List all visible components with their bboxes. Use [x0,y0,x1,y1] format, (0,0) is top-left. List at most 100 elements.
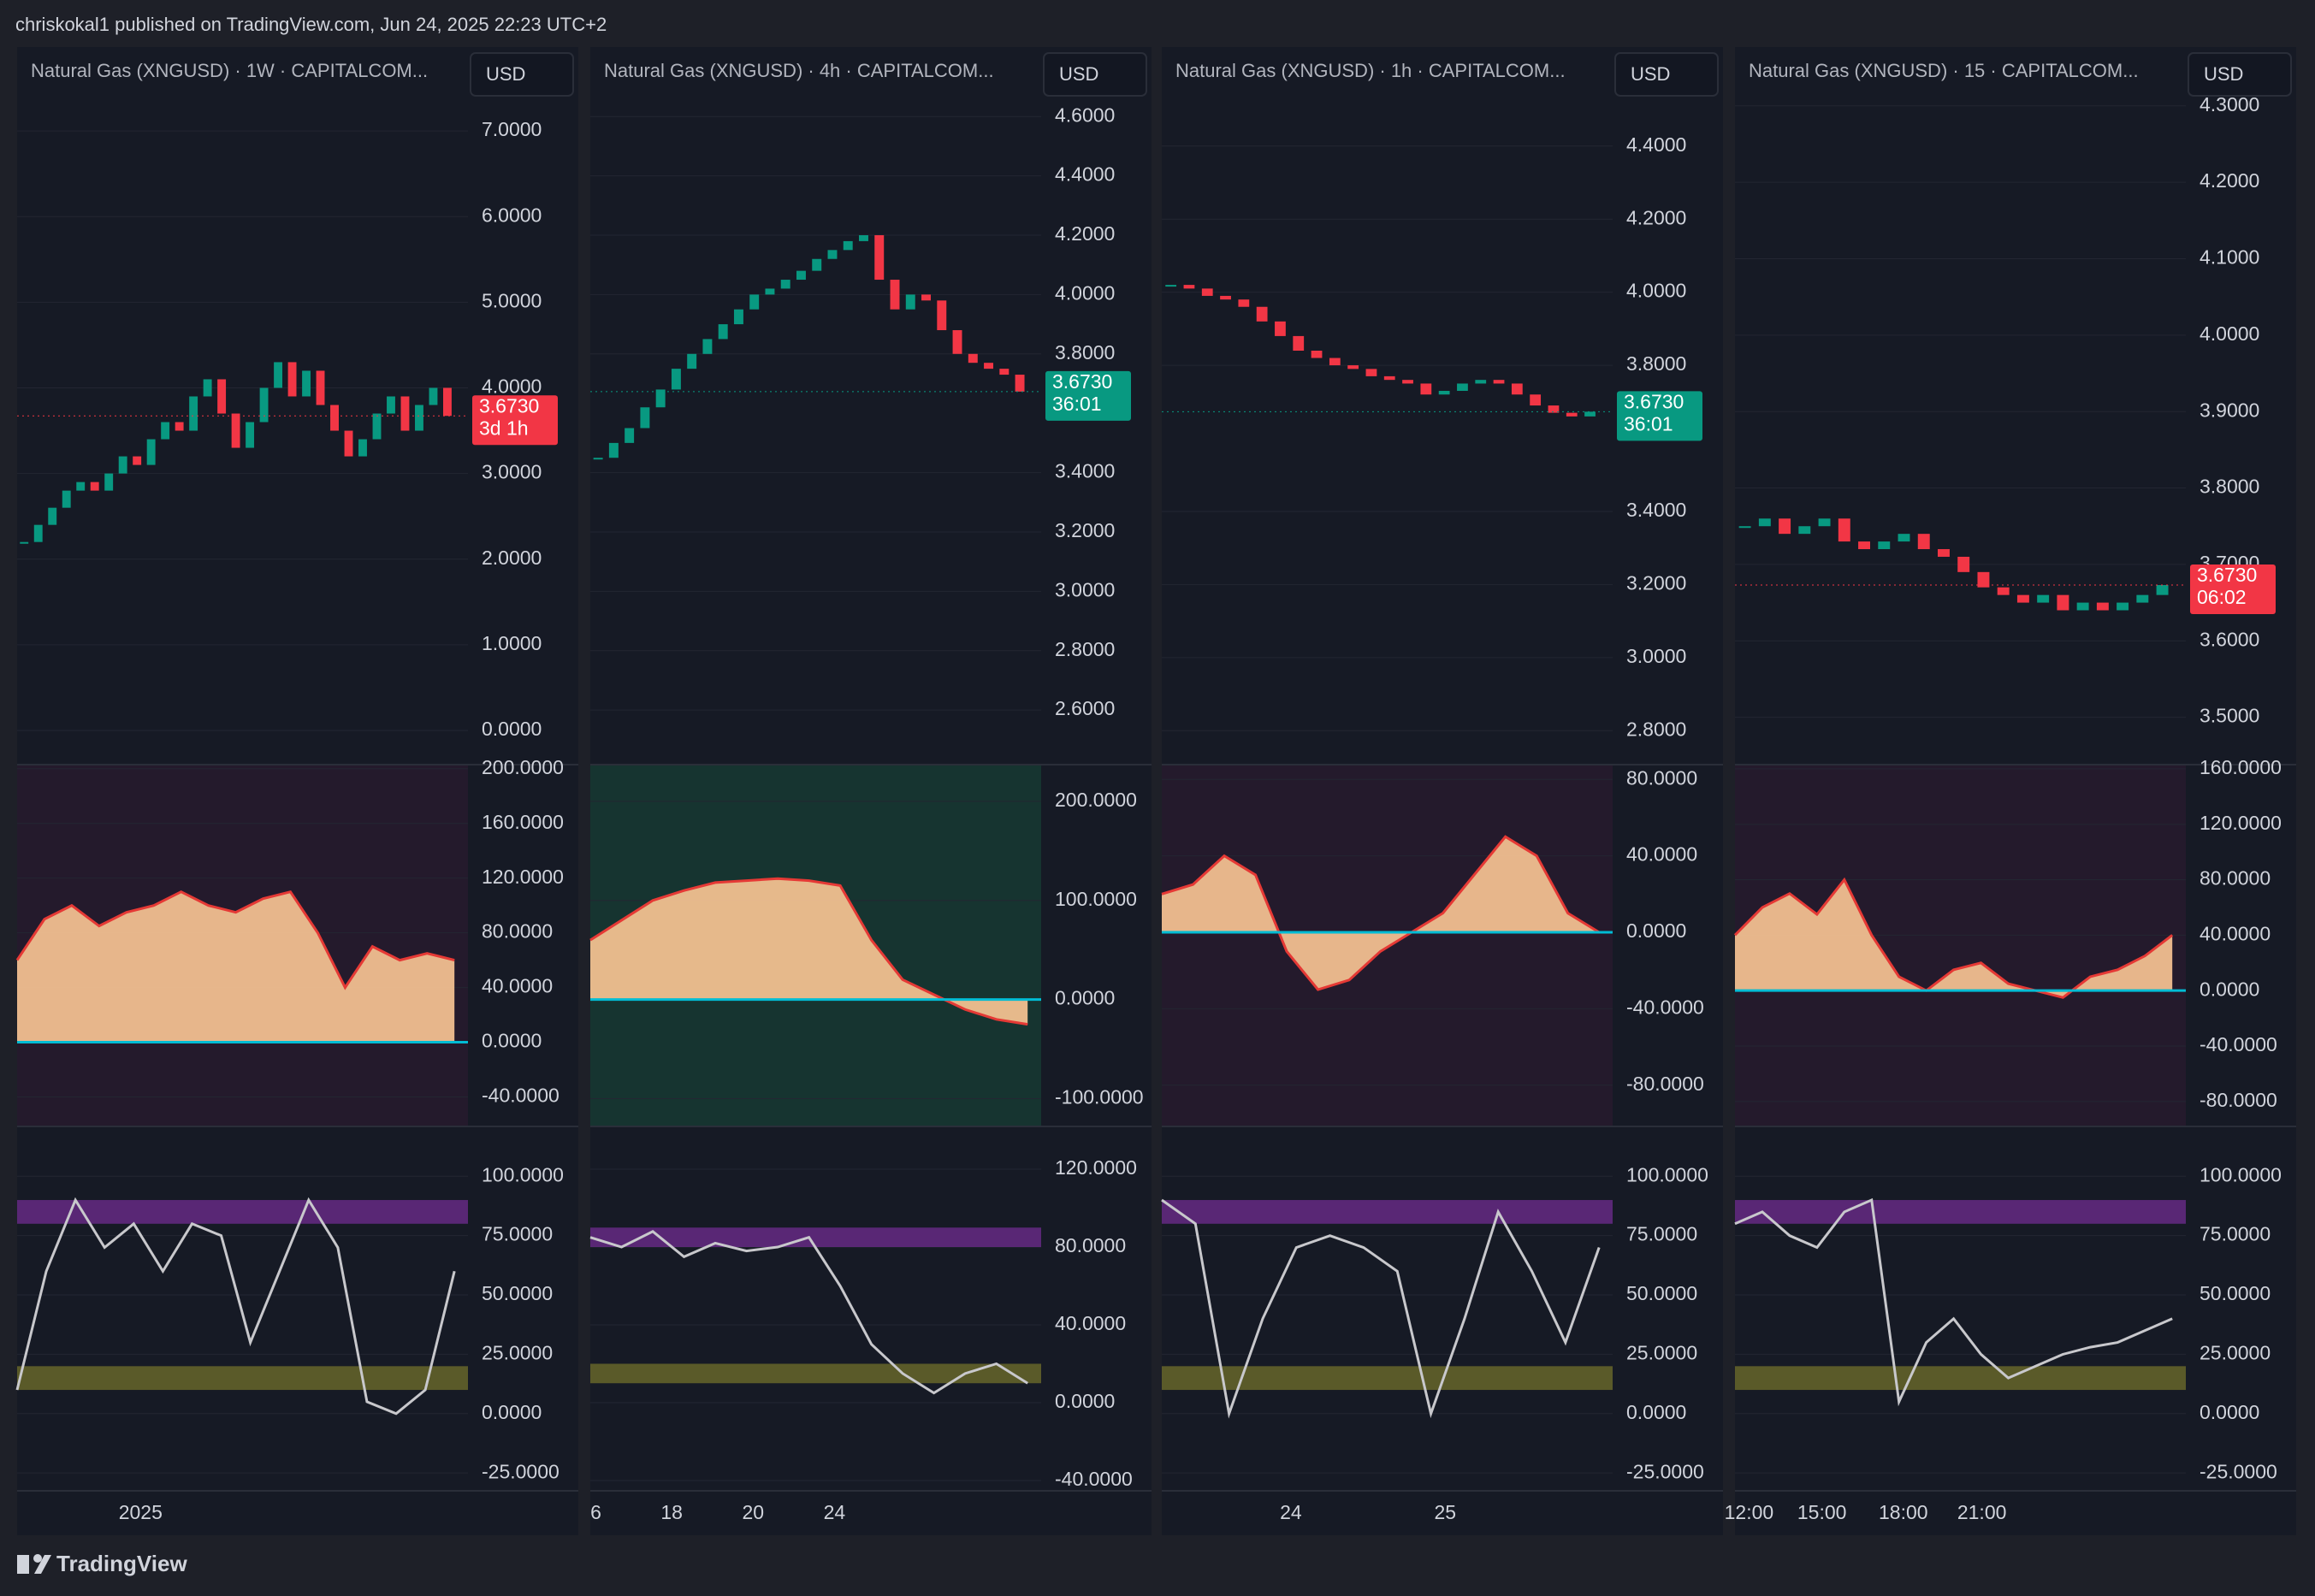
chart-panel: 4.4000 4.2000 4.0000 3.8000 3.4000 3.2000 3.00… [1161,47,1723,1535]
candle [593,458,603,460]
candle [274,362,283,388]
oversold-band [1735,1366,2186,1391]
candle [302,370,311,397]
candle [984,363,994,369]
y-tick-label: 80.0000 [482,920,553,943]
candle [2136,594,2149,603]
candle [874,234,885,281]
candle [1548,405,1560,413]
y-tick-label: -25.0000 [1626,1460,1704,1482]
currency-label: USD [2204,63,2243,85]
oversold-band [1162,1366,1613,1391]
y-tick-label: 2.8000 [1055,638,1115,660]
y-tick-label: -25.0000 [482,1460,560,1482]
y-tick-label: 6.0000 [482,204,542,226]
candle [62,490,71,508]
time-label: 25 [1434,1501,1456,1523]
candle [20,541,29,544]
candle [1938,549,1950,557]
candle [387,396,395,414]
candle [2076,602,2089,611]
osc-line [589,877,1028,1026]
y-tick-label: 80.0000 [1055,1234,1126,1256]
y-tick-label: 120.0000 [1055,1156,1137,1179]
y-tick-label: 3.2000 [1626,571,1686,594]
overbought-band [17,1200,468,1224]
candle [1878,541,1891,550]
candle [1293,335,1305,351]
candle [358,439,367,457]
candle [330,405,339,431]
candle [921,294,931,301]
y-tick-label: 100.0000 [2200,1163,2282,1185]
candle [952,330,962,354]
y-tick-label: 100.0000 [1055,888,1137,910]
y-tick-label: 7.0000 [482,118,542,140]
price-tag [1045,370,1131,421]
overbought-band [1735,1200,2186,1224]
y-tick-label: 0.0000 [482,1401,542,1423]
candle [344,430,353,457]
candle [1015,375,1025,392]
y-tick-label: 40.0000 [482,975,553,997]
candle [287,362,297,397]
price-tag [472,395,558,446]
osc-area [1162,836,1600,990]
time-label: 15:00 [1797,1501,1847,1523]
osc-line [1161,835,1600,991]
y-tick-label: 3.2000 [1055,519,1115,541]
header-text: chriskokal1 published on TradingView.com… [15,14,607,35]
y-tick-label: 25.0000 [1626,1342,1697,1364]
candle [1256,306,1268,322]
oversold-band [590,1363,1041,1384]
candle [1977,571,1990,588]
price-tag-countdown: 06:02 [2197,586,2247,608]
y-tick-label: 4.0000 [1055,281,1115,304]
y-tick-label: 160.0000 [2200,756,2282,778]
candle [161,422,170,440]
candle [189,396,198,431]
y-tick-label: 75.0000 [482,1223,553,1245]
candle [1383,375,1395,381]
candle [2057,594,2069,611]
candle [2037,594,2050,603]
candle [442,387,452,417]
y-tick-label: -80.0000 [2200,1089,2277,1111]
osc-area [17,891,455,1043]
price-tag-value: 3.6730 [479,394,539,417]
candle [1779,518,1791,535]
y-tick-label: 200.0000 [482,756,564,778]
y-tick-label: 100.0000 [1626,1163,1708,1185]
candle [1566,412,1578,417]
logo-mark [33,1554,42,1563]
osc-line [15,890,455,990]
candle [937,300,947,331]
overbought-band [1162,1200,1613,1224]
price-tag-value: 3.6730 [2197,564,2257,586]
footer-brand: TradingView [56,1551,187,1576]
chart-panel: 7.0000 6.0000 5.0000 4.0000 3.0000 2.0000 1.00… [15,47,578,1535]
candle [999,369,1009,375]
candle [718,324,728,340]
time-label: 20 [742,1501,764,1523]
price-tag [1617,391,1702,441]
y-tick-label: 80.0000 [2200,867,2271,890]
candle [429,387,438,405]
candle [372,413,382,440]
y-tick-label: 3.0000 [1626,645,1686,667]
y-tick-label: -80.0000 [1626,1073,1704,1095]
y-tick-label: 3.8000 [1626,352,1686,375]
y-tick-label: 3.6000 [2200,628,2259,650]
y-tick-label: 4.2000 [2200,169,2259,192]
y-tick-label: 3.5000 [2200,705,2259,727]
chart-title: Natural Gas (XNGUSD) · 4h · CAPITALCOM..… [604,60,994,81]
y-tick-label: 2.0000 [482,547,542,569]
time-label: 21:00 [1957,1501,2007,1523]
candle [765,288,775,295]
time-label: 6 [590,1501,601,1523]
y-tick-label: 3.8000 [2200,476,2259,498]
y-tick-label: -100.0000 [1055,1086,1144,1108]
candle [702,339,713,354]
candle [625,428,635,443]
